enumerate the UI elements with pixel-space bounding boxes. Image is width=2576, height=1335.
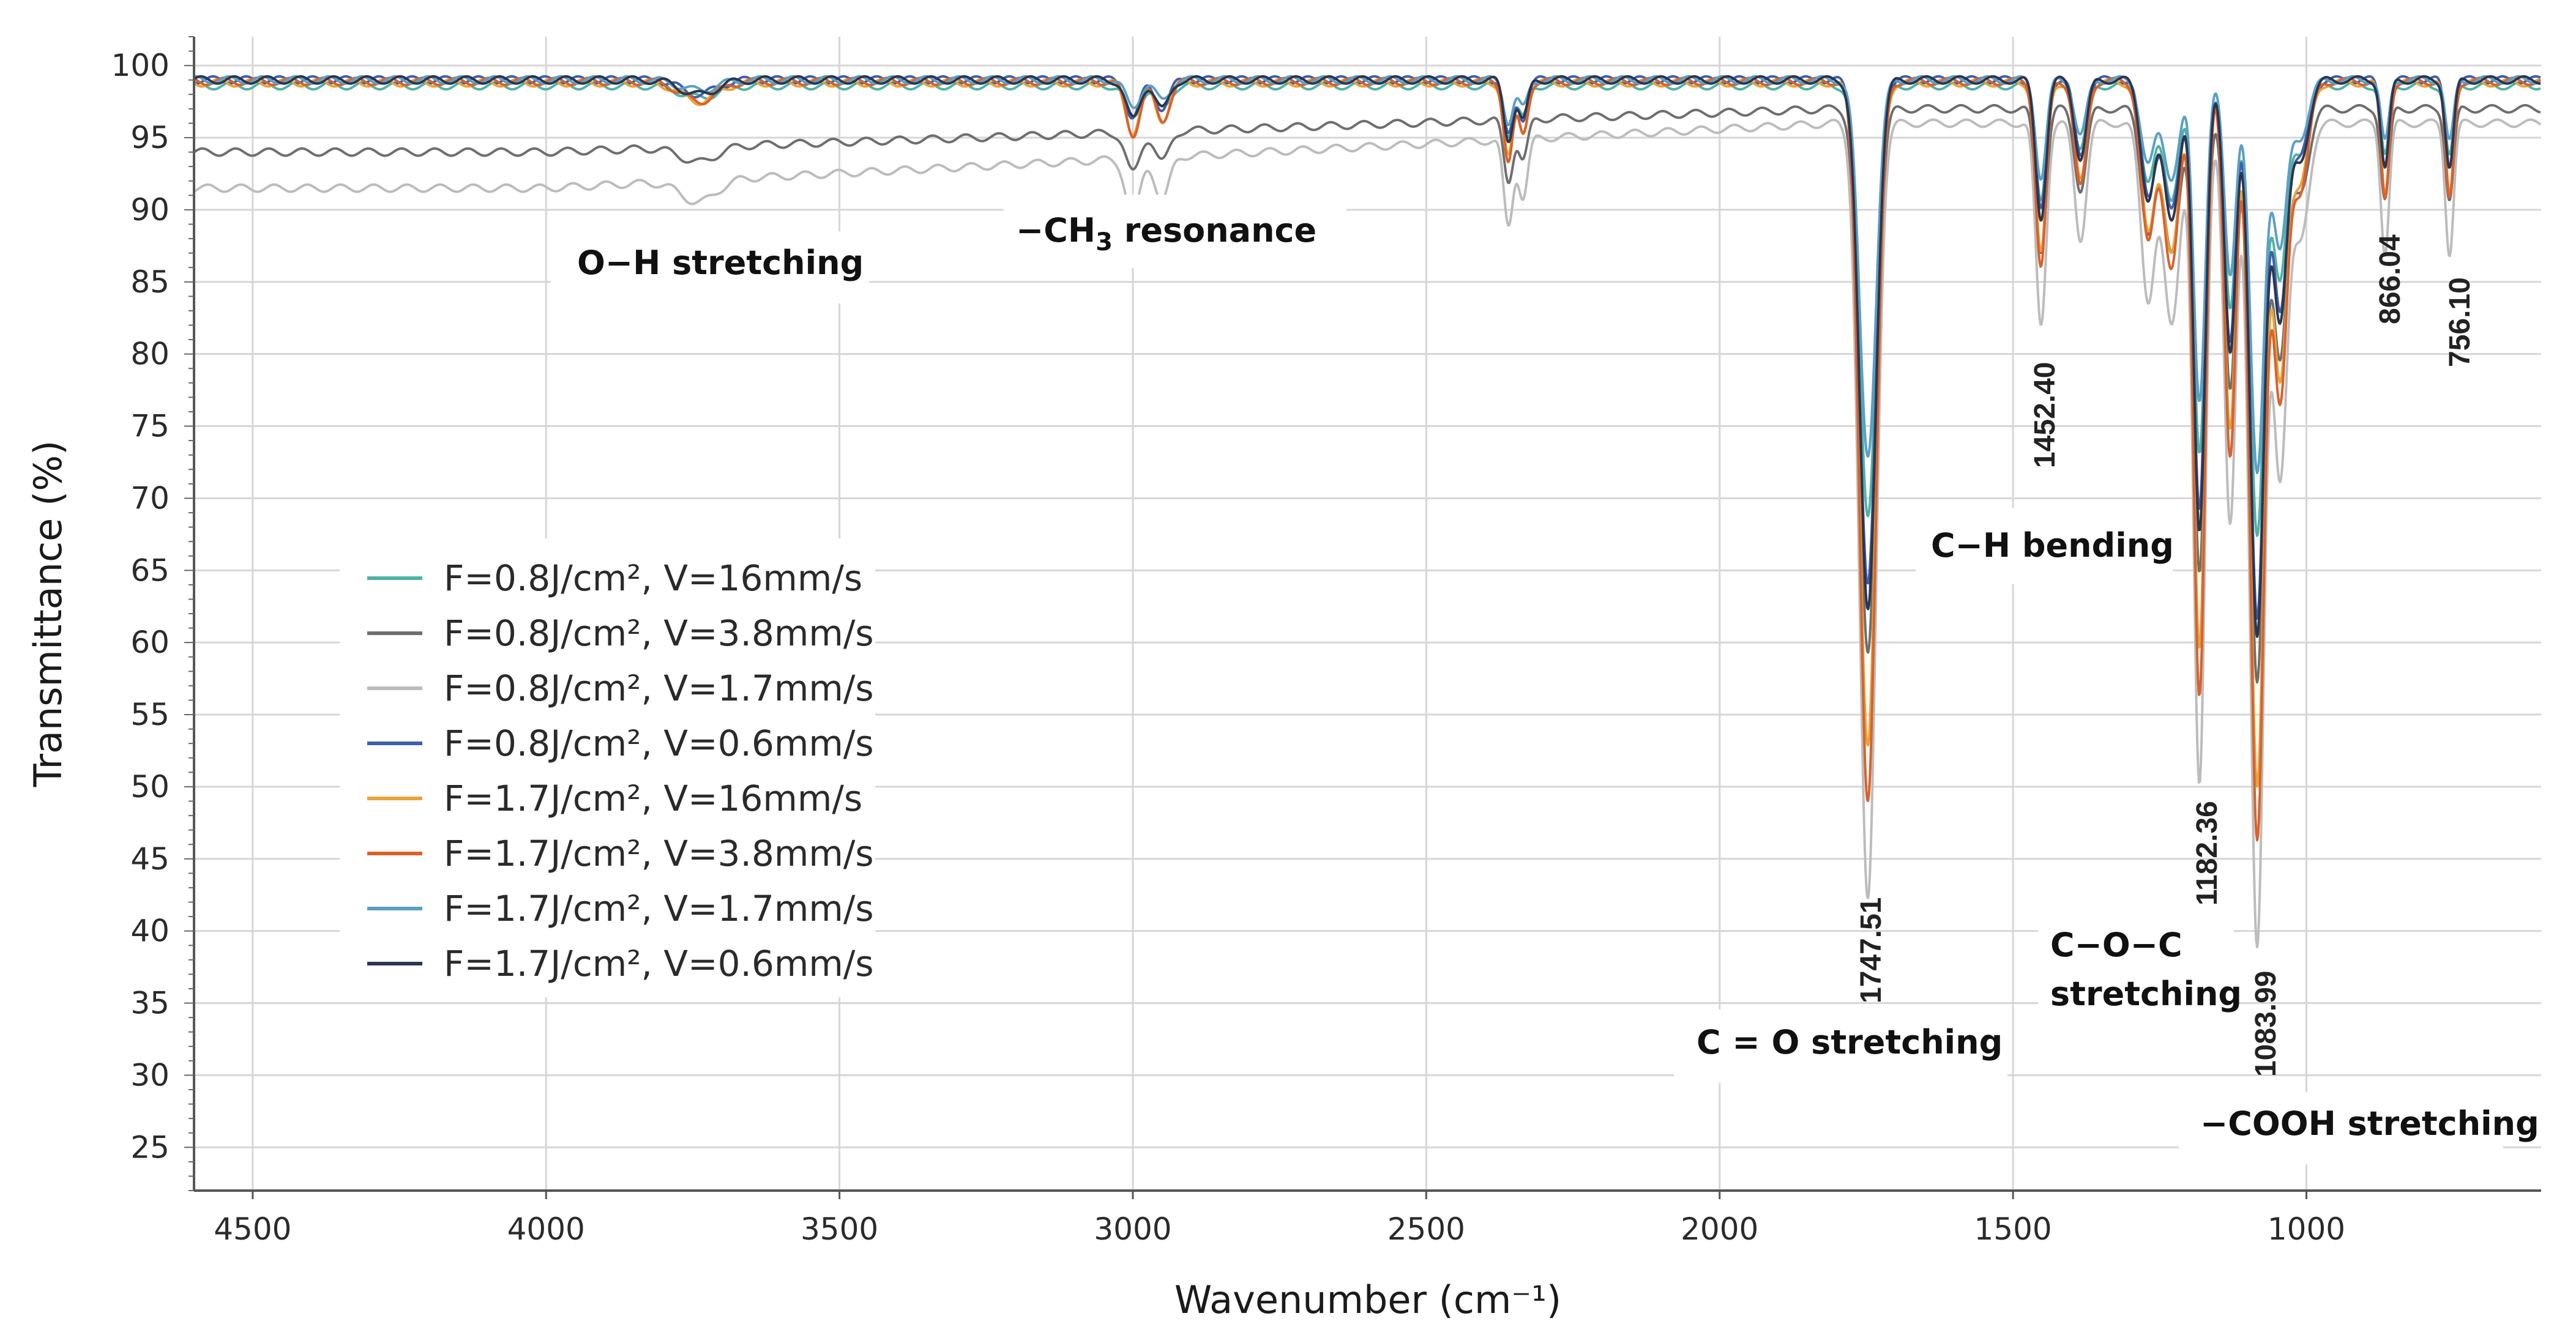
- peak-label-1452: 1452.40: [2029, 362, 2061, 468]
- spectra-series: [193, 75, 2542, 948]
- y-tick-label: 50: [130, 769, 170, 805]
- annotation-ch-bending: C−H bending: [1916, 508, 2174, 584]
- legend-label: F=0.8J/cm², V=3.8mm/s: [444, 612, 874, 654]
- y-tick-label: 30: [130, 1057, 170, 1093]
- peak-label-1084: 1083.99: [2250, 970, 2282, 1077]
- y-tick-label: 35: [130, 986, 170, 1021]
- y-tick-label: 55: [130, 697, 170, 732]
- annotation-co-stretching: C = O stretching: [1674, 1010, 2007, 1083]
- annotation-coc-line2: stretching: [2050, 975, 2242, 1013]
- peak-label-756: 756.10: [2444, 277, 2476, 367]
- peak-label-1182: 1182.36: [2191, 801, 2223, 905]
- y-minor-ticks: [184, 36, 194, 1191]
- legend-label: F=0.8J/cm², V=0.6mm/s: [444, 723, 874, 764]
- peak-labels: 1747.51 1452.40 1182.36 1083.99 866.04 7…: [1855, 234, 2476, 1077]
- annotation-ch3-resonance: −CH3 resonance: [1004, 195, 1346, 268]
- peak-label-1747: 1747.51: [1855, 897, 1887, 1003]
- series-line: [193, 75, 2541, 638]
- y-tick-label: 90: [130, 192, 170, 228]
- y-tick-label: 75: [130, 409, 170, 444]
- legend-label: F=1.7J/cm², V=0.6mm/s: [444, 943, 874, 984]
- x-tick-labels: 4500 4000 3500 3000 2500 2000 1500 1000: [214, 1191, 2345, 1247]
- series-line: [193, 104, 2541, 684]
- x-tick-label: 3500: [801, 1211, 878, 1247]
- annotation-ch3-text: −CH3 resonance: [1016, 211, 1316, 256]
- x-tick-label: 4000: [507, 1211, 585, 1247]
- y-tick-label: 65: [130, 552, 170, 588]
- peak-label-866: 866.04: [2374, 234, 2406, 324]
- y-tick-label: 60: [130, 625, 170, 660]
- annotation-cooh-text: −COOH stretching: [2200, 1104, 2539, 1143]
- y-tick-label: 70: [130, 480, 170, 516]
- y-tick-label: 95: [130, 120, 170, 155]
- y-tick-label: 25: [130, 1129, 170, 1165]
- x-tick-label: 1000: [2268, 1211, 2345, 1247]
- series-line: [193, 118, 2542, 948]
- x-tick-label: 1500: [1974, 1211, 2052, 1247]
- y-axis-title: Transmittance (%): [26, 441, 70, 788]
- y-tick-label: 80: [130, 337, 170, 372]
- x-tick-label: 2000: [1681, 1211, 1758, 1247]
- y-tick-label: 100: [111, 48, 170, 83]
- annotation-oh-stretching: O−H stretching: [551, 231, 869, 303]
- x-tick-label: 2500: [1387, 1211, 1465, 1247]
- annotation-coc-stretching: C−O−C stretching: [2038, 905, 2242, 1022]
- y-tick-label: 45: [130, 841, 170, 877]
- annotation-coc-line1: C−O−C: [2050, 926, 2182, 964]
- annotation-ch-bending-text: C−H bending: [1931, 526, 2174, 565]
- legend-label: F=1.7J/cm², V=1.7mm/s: [444, 888, 874, 929]
- legend: F=0.8J/cm², V=16mm/s F=0.8J/cm², V=3.8mm/…: [340, 538, 875, 997]
- x-axis-title: Wavenumber (cm⁻¹): [1174, 1277, 1561, 1322]
- legend-label: F=1.7J/cm², V=16mm/s: [444, 778, 862, 819]
- legend-label: F=0.8J/cm², V=16mm/s: [444, 557, 862, 599]
- y-tick-label: 40: [130, 913, 170, 949]
- y-tick-label: 85: [130, 264, 170, 300]
- annotation-cooh-stretching: −COOH stretching: [2179, 1092, 2539, 1164]
- x-tick-label: 4500: [214, 1211, 291, 1247]
- legend-label: F=1.7J/cm², V=3.8mm/s: [444, 833, 874, 874]
- annotation-co-text: C = O stretching: [1697, 1023, 2003, 1062]
- series-line: [193, 75, 2541, 474]
- y-tick-labels: 25 30 35 40 45 50 55 60 65 70 75 80 85 90 95 100: [111, 48, 170, 1165]
- series-line: [193, 76, 2542, 842]
- x-tick-label: 3000: [1094, 1211, 1171, 1247]
- annotation-oh-text: O−H stretching: [577, 244, 864, 282]
- legend-label: F=0.8J/cm², V=1.7mm/s: [444, 668, 874, 709]
